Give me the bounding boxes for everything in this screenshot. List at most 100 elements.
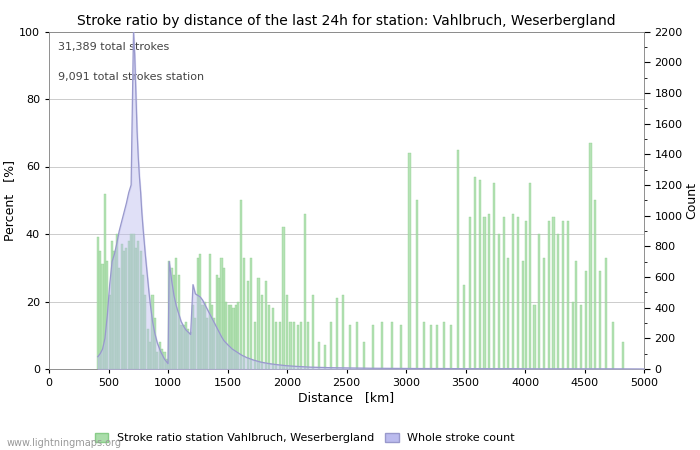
Bar — [139, 251, 141, 369]
Bar — [230, 305, 232, 369]
Bar — [484, 217, 486, 369]
Bar — [106, 261, 108, 369]
Bar — [156, 352, 158, 369]
Bar — [154, 319, 156, 369]
Bar — [228, 305, 230, 369]
Bar — [605, 257, 607, 369]
Bar — [197, 257, 199, 369]
Bar — [330, 322, 332, 369]
Bar — [180, 325, 182, 369]
Bar — [571, 302, 574, 369]
Bar — [149, 342, 151, 369]
Bar — [130, 234, 132, 369]
Bar — [557, 234, 559, 369]
Y-axis label: Count: Count — [685, 182, 699, 219]
Bar — [272, 308, 274, 369]
Legend: Stroke ratio station Vahlbruch, Weserbergland, Whole stroke count: Stroke ratio station Vahlbruch, Weserber… — [90, 428, 519, 448]
Bar — [173, 274, 175, 369]
Bar — [488, 214, 491, 369]
Bar — [220, 257, 223, 369]
Bar — [469, 217, 471, 369]
Bar — [356, 322, 358, 369]
Bar — [116, 234, 118, 369]
Bar — [423, 322, 425, 369]
Y-axis label: Percent   [%]: Percent [%] — [4, 160, 16, 241]
Bar — [279, 322, 281, 369]
Bar — [400, 325, 402, 369]
Bar — [202, 305, 204, 369]
Bar — [474, 176, 476, 369]
Bar — [547, 220, 550, 369]
Bar — [336, 298, 338, 369]
Bar — [237, 302, 239, 369]
Bar — [151, 295, 153, 369]
Bar — [575, 261, 578, 369]
Bar — [533, 305, 536, 369]
Bar — [127, 241, 130, 369]
Bar — [225, 302, 228, 369]
Bar — [113, 251, 116, 369]
Bar — [436, 325, 438, 369]
Bar — [318, 342, 320, 369]
Bar — [211, 305, 213, 369]
Bar — [192, 305, 194, 369]
Bar — [206, 319, 209, 369]
Bar — [171, 268, 173, 369]
Bar — [463, 284, 466, 369]
Bar — [118, 268, 120, 369]
Bar — [538, 234, 540, 369]
Bar — [503, 217, 505, 369]
Bar — [584, 271, 587, 369]
Bar — [508, 257, 510, 369]
Bar — [185, 322, 187, 369]
Bar — [246, 281, 248, 369]
Bar — [599, 271, 601, 369]
Bar — [304, 214, 306, 369]
Bar — [223, 268, 225, 369]
Bar — [183, 325, 185, 369]
Bar — [300, 322, 302, 369]
Bar — [528, 184, 531, 369]
Title: Stroke ratio by distance of the last 24h for station: Vahlbruch, Weserbergland: Stroke ratio by distance of the last 24h… — [77, 14, 616, 27]
Bar — [187, 328, 189, 369]
Bar — [297, 325, 299, 369]
Bar — [543, 257, 545, 369]
Bar — [195, 319, 197, 369]
Bar — [450, 325, 452, 369]
Bar — [239, 200, 241, 369]
Bar — [168, 261, 170, 369]
Bar — [562, 220, 564, 369]
Bar — [144, 295, 146, 369]
Bar — [102, 264, 104, 369]
Text: 9,091 total strokes station: 9,091 total strokes station — [58, 72, 204, 82]
Bar — [142, 274, 144, 369]
Bar — [522, 261, 524, 369]
Bar — [97, 237, 99, 369]
Bar — [199, 254, 201, 369]
Bar — [214, 319, 216, 369]
Bar — [479, 180, 481, 369]
Bar — [108, 295, 111, 369]
Bar — [265, 281, 267, 369]
Bar — [612, 322, 614, 369]
Bar — [232, 308, 234, 369]
Bar — [525, 220, 527, 369]
Bar — [312, 295, 314, 369]
Bar — [498, 234, 500, 369]
Bar — [125, 248, 127, 369]
Bar — [209, 254, 211, 369]
Bar — [552, 217, 554, 369]
Bar — [286, 295, 288, 369]
Bar — [290, 322, 292, 369]
Bar — [258, 278, 260, 369]
Bar — [512, 214, 514, 369]
Bar — [161, 349, 163, 369]
Bar — [132, 234, 134, 369]
Bar — [135, 248, 137, 369]
Text: www.lightningmaps.org: www.lightningmaps.org — [7, 438, 122, 448]
Bar — [293, 322, 295, 369]
Bar — [254, 322, 256, 369]
Bar — [111, 241, 113, 369]
Bar — [430, 325, 432, 369]
Bar — [342, 295, 344, 369]
